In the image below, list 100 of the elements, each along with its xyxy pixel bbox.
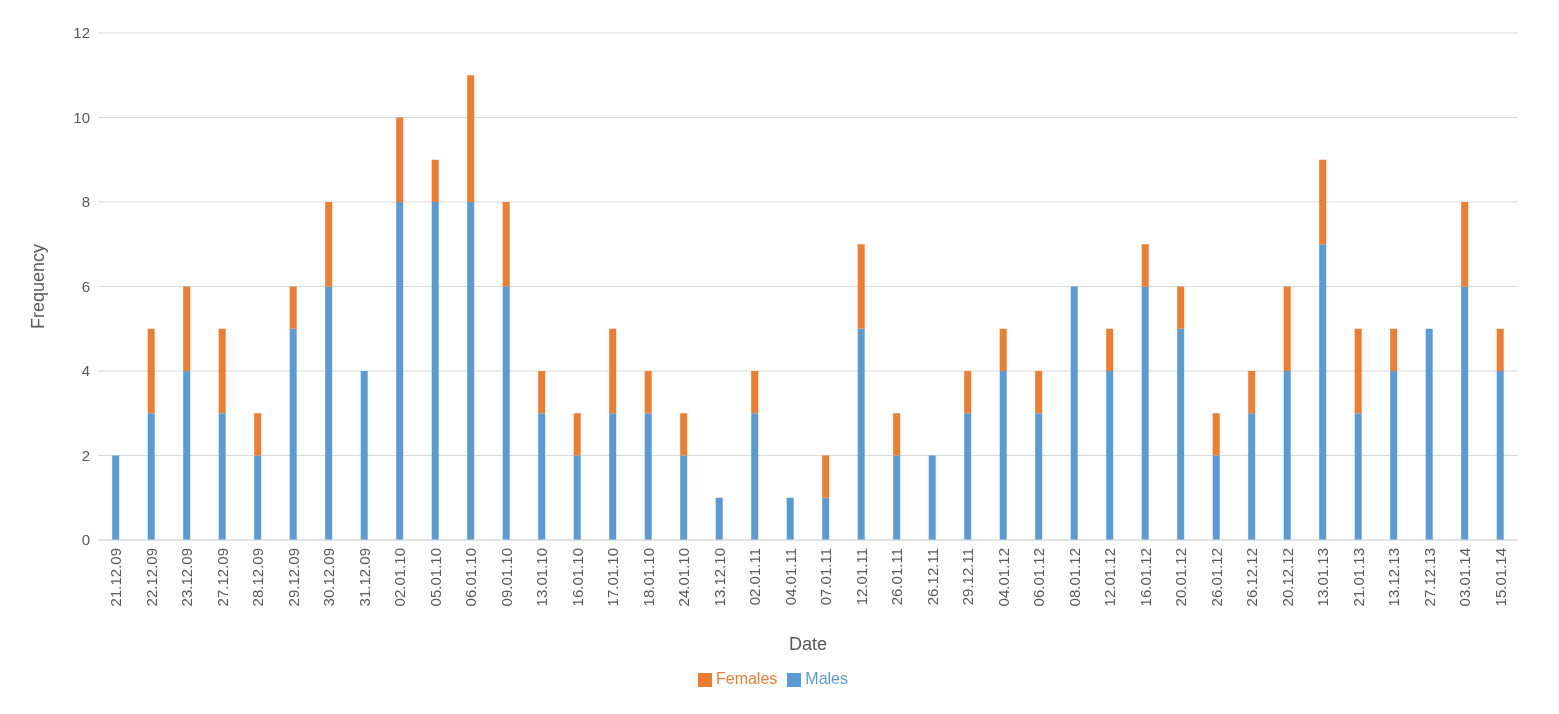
bar [467, 75, 475, 202]
bar [1461, 202, 1469, 287]
x-tick-label: 04.01.12 [994, 548, 1012, 607]
x-tick-label: 26.12.12 [1243, 548, 1261, 607]
x-tick-label: 08.01.12 [1065, 548, 1083, 607]
bar [893, 413, 901, 456]
x-tick-label: 02.01.11 [746, 548, 764, 606]
bar [147, 413, 155, 540]
bar [644, 413, 652, 540]
x-tick-label: 26.01.11 [888, 548, 906, 606]
legend-label: Females [715, 670, 778, 687]
y-tick-label: 10 [73, 108, 90, 126]
x-tick-label: 09.01.10 [497, 548, 515, 607]
x-tick-label: 29.12.09 [284, 548, 302, 607]
x-tick-label: 12.01.11 [852, 548, 870, 606]
x-tick-label: 28.12.09 [249, 548, 267, 607]
x-tick-label: 26.12.11 [923, 548, 941, 606]
bar [183, 286, 191, 371]
bar [999, 328, 1007, 371]
x-tick-label: 31.12.09 [355, 548, 373, 607]
bar [1390, 328, 1398, 371]
x-tick-label: 06.01.10 [462, 548, 480, 607]
x-axis-title: Date [788, 634, 828, 654]
bar [502, 202, 510, 287]
bar [1177, 328, 1185, 540]
bar [218, 328, 226, 414]
bar [857, 244, 865, 329]
x-tick-label: 21.01.13 [1349, 548, 1367, 607]
bar [1390, 371, 1398, 540]
y-tick-label: 12 [73, 24, 90, 42]
y-tick-label: 0 [81, 531, 90, 549]
bar [112, 455, 120, 540]
x-tick-label: 13.01.10 [533, 548, 551, 607]
bar [928, 455, 936, 540]
bar [1461, 286, 1469, 540]
x-tick-label: 03.01.14 [1456, 548, 1474, 607]
bar [396, 117, 404, 202]
x-tick-label: 05.01.10 [426, 548, 444, 607]
bar [1248, 371, 1256, 414]
bar [822, 455, 830, 498]
y-tick-label: 8 [81, 193, 90, 211]
bar [680, 413, 688, 456]
bar [1354, 413, 1362, 540]
x-tick-label: 27.12.13 [1420, 548, 1438, 607]
bar [680, 455, 688, 540]
x-tick-label: 12.01.12 [1101, 548, 1119, 607]
bar [360, 371, 368, 540]
bar [609, 328, 617, 414]
bar [1141, 244, 1149, 287]
x-tick-label: 17.01.10 [604, 548, 622, 607]
bar [325, 202, 333, 287]
bar [751, 413, 759, 540]
x-tick-label: 13.12.10 [710, 548, 728, 607]
bar [1248, 413, 1256, 540]
x-tick-label: 16.01.12 [1136, 548, 1154, 607]
y-tick-label: 2 [81, 446, 90, 464]
y-tick-label: 6 [81, 277, 90, 295]
x-tick-label: 18.01.10 [639, 548, 657, 607]
bar [573, 455, 581, 540]
x-tick-label: 04.01.11 [781, 548, 799, 606]
x-tick-label: 20.12.12 [1278, 548, 1296, 607]
bar [893, 455, 901, 540]
bar [964, 413, 972, 540]
bar [1035, 413, 1043, 540]
x-tick-label: 26.01.12 [1207, 548, 1225, 607]
bar [1496, 328, 1504, 371]
bar [254, 455, 262, 540]
bar [431, 202, 439, 540]
bar [1177, 286, 1185, 329]
x-tick-label: 22.12.09 [142, 548, 160, 607]
bar [1141, 286, 1149, 540]
x-tick-label: 20.01.12 [1172, 548, 1190, 607]
bar [396, 202, 404, 540]
bar [1106, 328, 1114, 371]
bar [183, 371, 191, 540]
x-tick-label: 24.01.10 [675, 548, 693, 607]
x-tick-label: 13.01.13 [1314, 548, 1332, 607]
bar [147, 328, 155, 414]
bar [1354, 328, 1362, 414]
x-tick-label: 16.01.10 [568, 548, 586, 607]
bar [538, 371, 546, 414]
x-tick-label: 23.12.09 [178, 548, 196, 607]
bar [1496, 371, 1504, 540]
bar [1070, 286, 1078, 540]
bar [1212, 455, 1220, 540]
bar [1212, 413, 1220, 456]
x-tick-label: 21.12.09 [107, 548, 125, 607]
bar [1319, 159, 1327, 245]
x-tick-label: 29.12.11 [959, 548, 977, 606]
x-tick-label: 15.01.14 [1491, 548, 1509, 607]
bar [1106, 371, 1114, 540]
bar [1425, 328, 1433, 540]
bar [325, 286, 333, 540]
x-tick-label: 30.12.09 [320, 548, 338, 607]
bar [1035, 371, 1043, 414]
bar [573, 413, 581, 456]
bar [1319, 244, 1327, 540]
bar [502, 286, 510, 540]
bar [644, 371, 652, 414]
bar [431, 159, 439, 202]
